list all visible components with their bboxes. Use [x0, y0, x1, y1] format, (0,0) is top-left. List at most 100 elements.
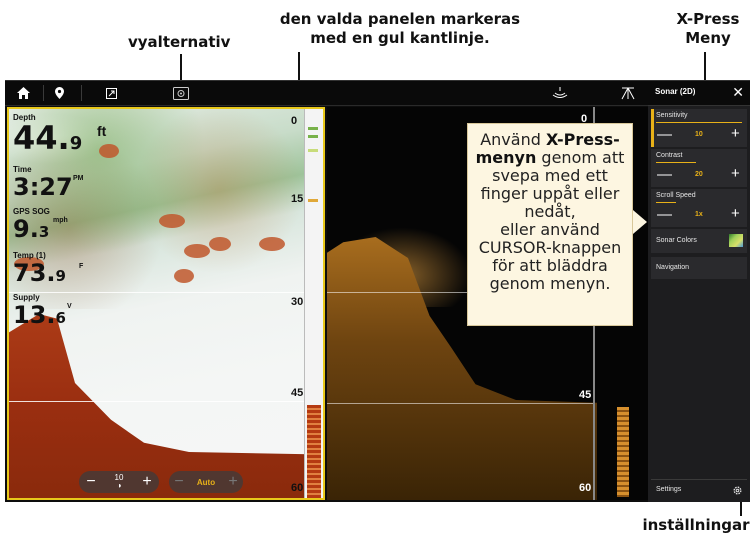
supply-title: Supply	[13, 293, 40, 302]
depth-tick-label: 60	[291, 482, 304, 494]
bottom-signal-bar	[617, 407, 629, 497]
fish-arch	[159, 214, 185, 228]
depth-gridline	[327, 403, 593, 404]
xpress-menu-header: Sonar (2D) ✕	[648, 81, 750, 106]
depth-value: 44.	[13, 119, 70, 157]
fish-arch	[259, 237, 285, 251]
sensitivity-minus-button[interactable]: —	[657, 126, 672, 143]
depth-tick-label: 45	[579, 389, 592, 401]
callout-xpress-menu: X-Press Meny	[668, 10, 748, 48]
view-options-button[interactable]	[169, 81, 193, 105]
depth-gridline	[327, 292, 593, 293]
fullscreen-button[interactable]	[99, 81, 123, 105]
sensitivity-label: Sensitivity	[656, 112, 688, 119]
bubble-text-part2: genom att svepa med ett finger uppåt ell…	[480, 148, 625, 221]
signal-mark	[308, 199, 318, 202]
sonar-colors-menu-item[interactable]: Sonar Colors	[651, 229, 747, 253]
sonar-noise	[9, 109, 309, 309]
depth-tick-label: 30	[291, 296, 304, 308]
sonar-panel-2d-selected[interactable]: 0 15 30 45 60 Depth 44.9 ft Time 3:27 PM…	[7, 107, 325, 500]
fullscreen-icon	[105, 87, 117, 99]
depth-scale-strip	[304, 109, 323, 498]
instruction-bubble-pointer	[633, 210, 647, 234]
time-title: Time	[13, 165, 32, 174]
location-pin-icon	[54, 87, 64, 99]
sonar-colors-swatch	[729, 234, 743, 247]
depth-gridline	[9, 292, 305, 293]
contrast-icon: ◑	[116, 481, 122, 490]
sensitivity-increase-button[interactable]: +	[142, 473, 152, 490]
sensitivity-number: 10	[114, 473, 124, 482]
depth-decimal: 9	[69, 133, 83, 154]
settings-menu-item[interactable]: Settings	[651, 479, 747, 501]
scroll-speed-plus-button[interactable]: +	[731, 205, 740, 222]
navigation-menu-item[interactable]: Navigation	[651, 257, 747, 279]
scroll-speed-minus-button[interactable]: —	[657, 206, 672, 223]
waypoint-button[interactable]	[47, 81, 71, 105]
close-icon[interactable]: ✕	[732, 84, 744, 100]
callout-xpress-leader	[704, 52, 706, 92]
depth-tick-label: 0	[581, 113, 588, 125]
toolbar-separator	[81, 85, 82, 101]
scroll-speed-label: Scroll Speed	[656, 192, 696, 199]
depth-unit: ft	[97, 123, 107, 139]
contrast-label: Contrast	[656, 152, 683, 159]
down-imaging-button[interactable]	[616, 81, 640, 105]
callout-selected-panel-line1: den valda panelen markeras	[279, 10, 521, 28]
sensitivity-plus-button[interactable]: +	[731, 125, 740, 142]
scroll-speed-menu-value: 1x	[695, 211, 703, 218]
view-options-icon	[173, 86, 189, 100]
contrast-bar	[656, 162, 696, 163]
supply-decimal: 6	[55, 309, 66, 327]
speed-value: 9.	[13, 215, 39, 243]
speed-unit: mph	[53, 217, 68, 224]
scroll-speed-menu-item[interactable]: Scroll Speed — 1x +	[651, 189, 747, 227]
sensitivity-control: − 10 ◑ +	[79, 471, 159, 493]
temp-decimal: 9	[55, 267, 66, 285]
bubble-text-part1: Använd	[480, 130, 546, 149]
auto-control: − Auto +	[169, 471, 243, 493]
sonar-colors-label: Sonar Colors	[656, 237, 697, 244]
supply-readout: 13.6	[13, 301, 66, 329]
navigation-label: Navigation	[656, 264, 690, 271]
time-unit: PM	[73, 175, 84, 182]
contrast-minus-button[interactable]: —	[657, 166, 672, 183]
fish-arch	[209, 237, 231, 251]
sonar-source-button[interactable]	[548, 81, 572, 105]
device-screen: 0 15 30 45 60 Depth 44.9 ft Time 3:27 PM…	[5, 80, 750, 502]
sensitivity-bar	[656, 122, 742, 123]
supply-value: 13.	[13, 301, 56, 329]
callout-selected-panel-line2: med en gul kantlinje.	[310, 29, 490, 47]
callout-settings: inställningar	[642, 516, 750, 534]
depth-gridline	[9, 401, 305, 402]
signal-mark	[308, 149, 318, 152]
speed-readout: 9.3	[13, 215, 49, 243]
depth-readout: 44.9	[13, 119, 82, 157]
fish-arch	[184, 244, 210, 258]
sensitivity-decrease-button[interactable]: −	[86, 473, 96, 490]
auto-label[interactable]: Auto	[196, 477, 216, 487]
depth-tick-label: 45	[291, 387, 304, 399]
callout-view-options-leader	[180, 54, 182, 84]
sensitivity-menu-item[interactable]: Sensitivity — 10 +	[651, 109, 747, 147]
selection-indicator	[651, 109, 654, 147]
signal-mark	[308, 135, 318, 138]
bubble-text-part3: eller använd CURSOR-knappen för att bläd…	[478, 220, 622, 293]
speed-decimal: 3	[38, 223, 50, 241]
auto-decrease-button[interactable]: −	[174, 473, 184, 490]
home-button[interactable]	[11, 81, 35, 105]
callout-selected-panel: den valda panelen markeras med en gul ka…	[260, 10, 540, 48]
down-imaging-icon	[621, 87, 635, 99]
signal-mark	[308, 127, 318, 130]
top-toolbar	[5, 81, 648, 106]
sensitivity-value: 10 ◑	[103, 474, 135, 490]
callout-settings-leader	[740, 492, 742, 516]
callout-view-options: vyalternativ	[128, 33, 231, 51]
contrast-menu-item[interactable]: Contrast — 20 +	[651, 149, 747, 187]
callout-xpress-line1: X-Press	[676, 10, 740, 28]
contrast-plus-button[interactable]: +	[731, 165, 740, 182]
gear-icon[interactable]	[732, 485, 743, 496]
scroll-speed-bar	[656, 202, 676, 203]
sensitivity-menu-value: 10	[695, 131, 703, 138]
auto-increase-button[interactable]: +	[228, 473, 238, 490]
